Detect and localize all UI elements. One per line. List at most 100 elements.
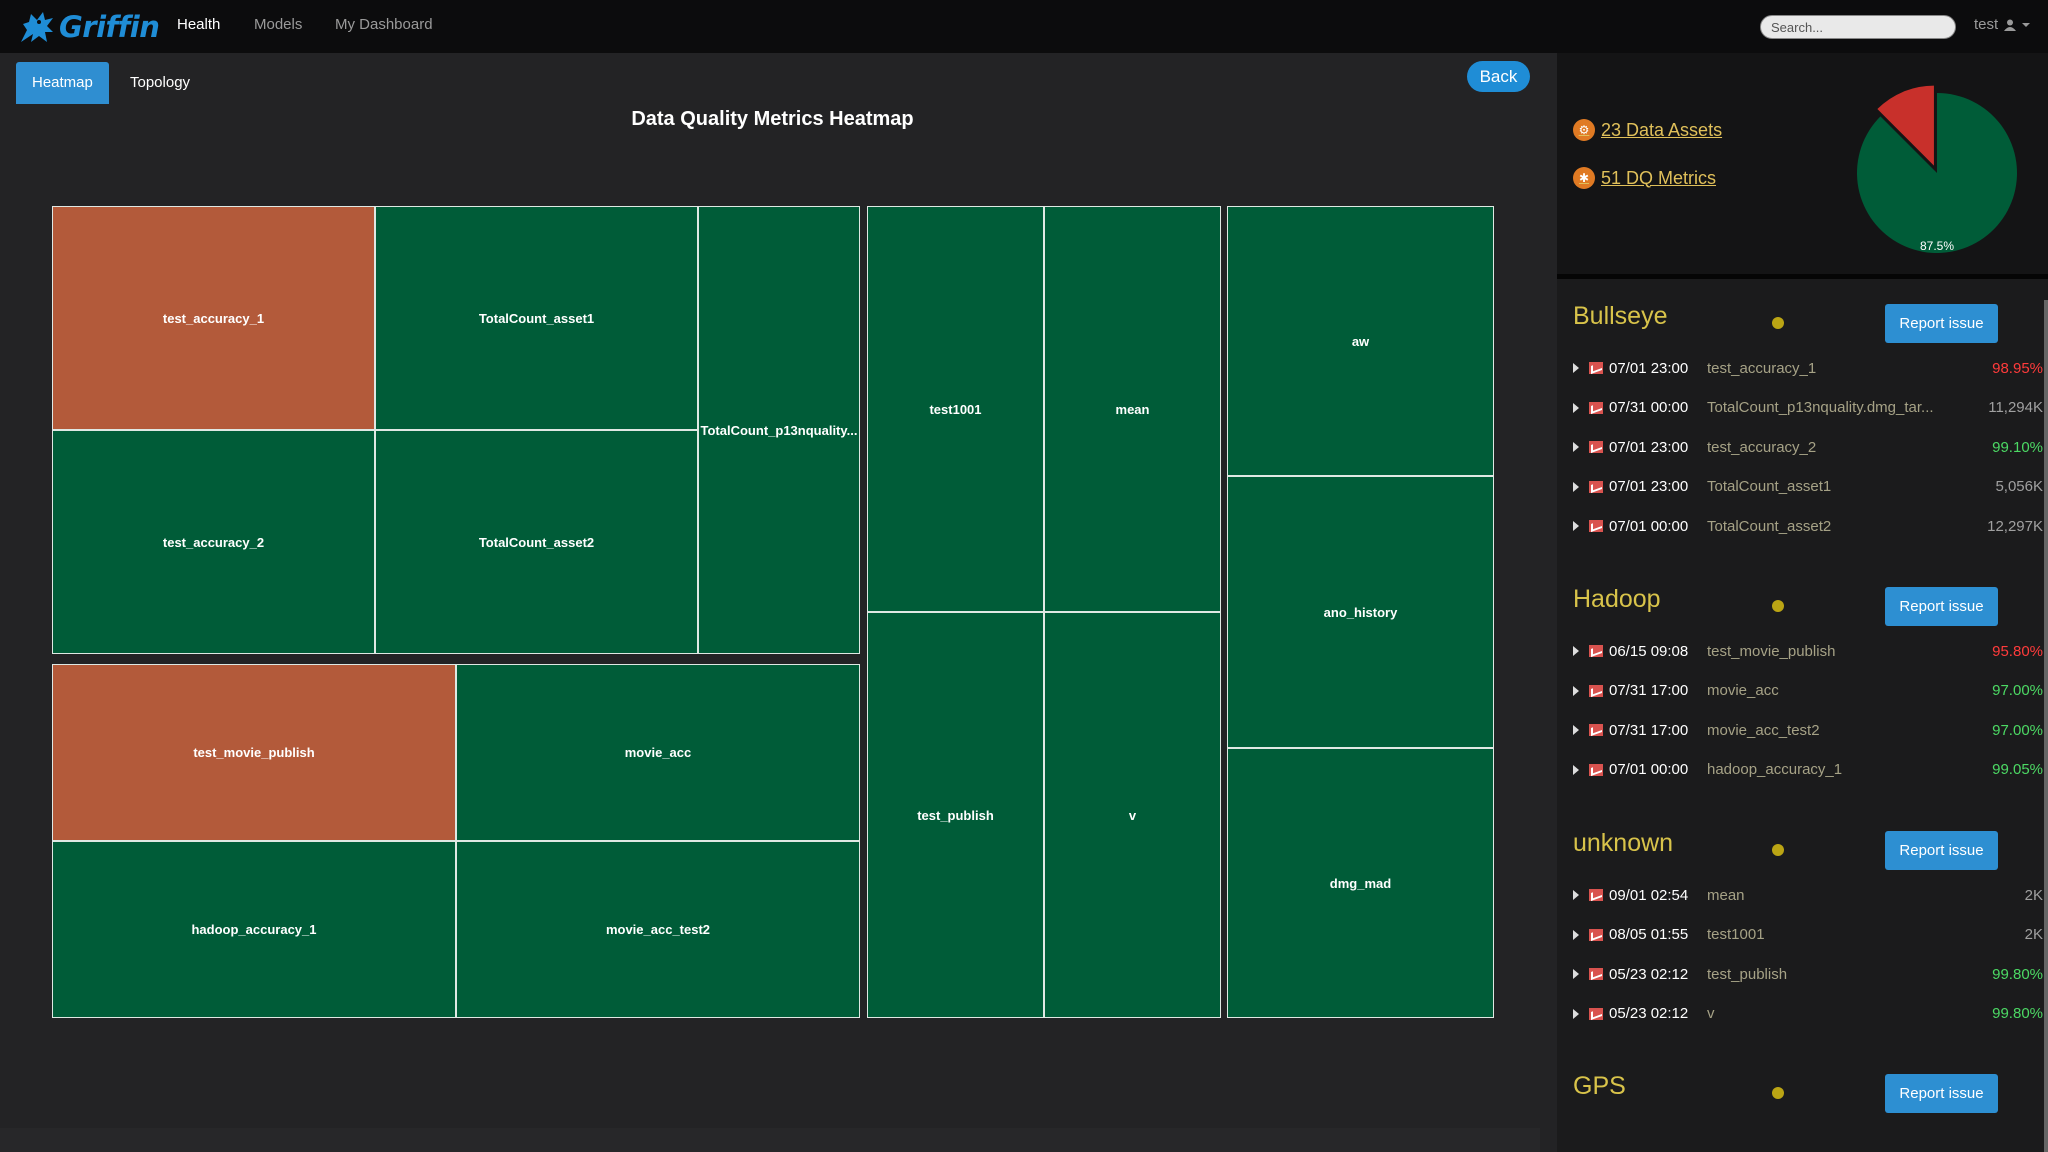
row-metric-name[interactable]: test_movie_publish	[1707, 642, 1836, 660]
cell-aw[interactable]: aw	[1227, 206, 1494, 476]
tab-heatmap[interactable]: Heatmap	[16, 62, 109, 104]
search-input[interactable]	[1760, 15, 1956, 39]
line-chart-icon[interactable]	[1589, 441, 1603, 453]
cell-totalcount-asset2[interactable]: TotalCount_asset2	[375, 430, 698, 654]
top-navbar: Griffin Health Models My Dashboard test	[0, 0, 2048, 53]
cell-dmg-mad[interactable]: dmg_mad	[1227, 748, 1494, 1018]
nav-health[interactable]: Health	[177, 16, 221, 33]
row-metric-name[interactable]: test_publish	[1707, 965, 1788, 983]
section-title-hadoop: Hadoop	[1573, 585, 1661, 613]
line-chart-icon[interactable]	[1589, 968, 1603, 980]
row-metric-name[interactable]: v	[1707, 1005, 1715, 1022]
cell-movie-acc[interactable]: movie_acc	[456, 664, 860, 841]
report-issue-button-bullseye[interactable]: Report issue	[1885, 304, 1998, 343]
expand-caret-icon[interactable]	[1573, 442, 1579, 452]
row-value: 99.80%	[1992, 965, 2043, 983]
data-assets-label: 23 Data Assets	[1601, 119, 1723, 140]
metric-row[interactable]: 07/01 23:00 TotalCount_asset1 5,056K	[1573, 476, 2043, 498]
cell-totalcount-p13nquality[interactable]: TotalCount_p13nquality...	[698, 206, 860, 654]
metric-row[interactable]: 07/31 00:00 TotalCount_p13nquality.dmg_ta…	[1573, 397, 2043, 419]
line-chart-icon[interactable]	[1589, 520, 1603, 532]
status-dot-unknown	[1772, 844, 1784, 856]
row-metric-name[interactable]: mean	[1707, 886, 1745, 904]
metric-row[interactable]: 07/01 23:00 test_accuracy_1 98.95%	[1573, 357, 2043, 379]
line-chart-icon[interactable]	[1589, 684, 1603, 697]
pie-slice-good[interactable]	[1857, 93, 2017, 253]
metric-row[interactable]: 07/01 00:00 hadoop_accuracy_1 99.05%	[1573, 759, 2043, 781]
row-time: 07/31 00:00	[1609, 399, 1689, 416]
metric-row[interactable]: 08/05 01:55 test1001 2K	[1573, 924, 2043, 946]
row-value: 2K	[2024, 926, 2043, 943]
data-assets-link[interactable]: ⚙ 23 Data Assets	[1573, 119, 1722, 141]
row-value: 12,297K	[1987, 517, 2043, 535]
cell-test-accuracy-2[interactable]: test_accuracy_2	[52, 430, 375, 654]
health-pie-chart[interactable]: 87.5%	[1847, 83, 2027, 263]
row-time: 07/01 00:00	[1609, 517, 1689, 535]
expand-caret-icon[interactable]	[1573, 969, 1579, 979]
pie-slice-bad[interactable]	[1877, 85, 1934, 166]
dq-metrics-icon: ✱	[1573, 167, 1595, 189]
user-menu[interactable]: test	[1974, 16, 2031, 33]
row-metric-name[interactable]: test_accuracy_2	[1707, 438, 1817, 456]
line-chart-icon[interactable]	[1589, 1007, 1603, 1020]
dq-metrics-link[interactable]: ✱ 51 DQ Metrics	[1573, 167, 1716, 189]
expand-caret-icon[interactable]	[1573, 521, 1579, 531]
nav-models[interactable]: Models	[254, 16, 303, 33]
row-metric-name[interactable]: TotalCount_p13nquality.dmg_tar...	[1707, 399, 1934, 416]
row-metric-name[interactable]: movie_acc	[1707, 682, 1779, 699]
griffin-logo[interactable]: Griffin	[17, 8, 160, 46]
metric-row[interactable]: 07/31 17:00 movie_acc 97.00%	[1573, 680, 2043, 702]
back-button[interactable]: Back	[1467, 61, 1530, 92]
heatmap-title: Data Quality Metrics Heatmap	[631, 108, 914, 130]
row-time: 07/31 17:00	[1609, 721, 1689, 739]
expand-caret-icon[interactable]	[1573, 929, 1579, 940]
line-chart-icon[interactable]	[1589, 401, 1603, 414]
line-chart-icon[interactable]	[1589, 724, 1603, 736]
row-metric-name[interactable]: movie_acc_test2	[1707, 721, 1820, 739]
line-chart-icon[interactable]	[1589, 928, 1603, 941]
row-metric-name[interactable]: TotalCount_asset2	[1707, 517, 1832, 535]
row-metric-name[interactable]: test1001	[1707, 926, 1765, 943]
metric-row[interactable]: 05/23 02:12 test_publish 99.80%	[1573, 963, 2043, 985]
report-issue-button-unknown[interactable]: Report issue	[1885, 831, 1998, 870]
expand-caret-icon[interactable]	[1573, 890, 1579, 900]
cell-test-accuracy-1[interactable]: test_accuracy_1	[52, 206, 375, 430]
expand-caret-icon[interactable]	[1573, 725, 1579, 735]
cell-movie-acc-test2[interactable]: movie_acc_test2	[456, 841, 860, 1018]
row-metric-name[interactable]: hadoop_accuracy_1	[1707, 761, 1843, 778]
cell-test-publish[interactable]: test_publish	[867, 612, 1044, 1018]
metric-row[interactable]: 07/01 00:00 TotalCount_asset2 12,297K	[1573, 515, 2043, 537]
row-metric-name[interactable]: TotalCount_asset1	[1707, 478, 1832, 495]
expand-caret-icon[interactable]	[1573, 363, 1579, 373]
metric-row[interactable]: 07/31 17:00 movie_acc_test2 97.00%	[1573, 719, 2043, 741]
cell-test-movie-publish[interactable]: test_movie_publish	[52, 664, 456, 841]
cell-ano-history[interactable]: ano_history	[1227, 476, 1494, 748]
expand-caret-icon[interactable]	[1573, 764, 1579, 775]
row-metric-name[interactable]: test_accuracy_1	[1707, 359, 1817, 377]
cell-v[interactable]: v	[1044, 612, 1221, 1018]
report-issue-button-gps[interactable]: Report issue	[1885, 1074, 1998, 1113]
report-issue-button-hadoop[interactable]: Report issue	[1885, 587, 1998, 626]
expand-caret-icon[interactable]	[1573, 1008, 1579, 1019]
right-panel: ⚙ 23 Data Assets ✱ 51 DQ Metrics 87.5% B…	[1557, 53, 2048, 1152]
cell-test1001[interactable]: test1001	[867, 206, 1044, 612]
cell-totalcount-asset1[interactable]: TotalCount_asset1	[375, 206, 698, 430]
metric-row[interactable]: 05/23 02:12 v 99.80%	[1573, 1003, 2043, 1025]
expand-caret-icon[interactable]	[1573, 685, 1579, 696]
metric-row[interactable]: 07/01 23:00 test_accuracy_2 99.10%	[1573, 436, 2043, 458]
metric-row[interactable]: 06/15 09:08 test_movie_publish 95.80%	[1573, 640, 2043, 662]
line-chart-icon[interactable]	[1589, 763, 1603, 776]
line-chart-icon[interactable]	[1589, 480, 1603, 493]
tab-topology[interactable]: Topology	[130, 74, 191, 91]
expand-caret-icon[interactable]	[1573, 402, 1579, 413]
line-chart-icon[interactable]	[1589, 645, 1603, 657]
nav-my-dashboard[interactable]: My Dashboard	[335, 16, 433, 33]
cell-hadoop-accuracy-1[interactable]: hadoop_accuracy_1	[52, 841, 456, 1018]
expand-caret-icon[interactable]	[1573, 646, 1579, 656]
line-chart-icon[interactable]	[1589, 889, 1603, 901]
line-chart-icon[interactable]	[1589, 362, 1603, 374]
scrollbar[interactable]	[2044, 300, 2048, 1152]
metric-row[interactable]: 09/01 02:54 mean 2K	[1573, 884, 2043, 906]
expand-caret-icon[interactable]	[1573, 481, 1579, 492]
cell-mean[interactable]: mean	[1044, 206, 1221, 612]
